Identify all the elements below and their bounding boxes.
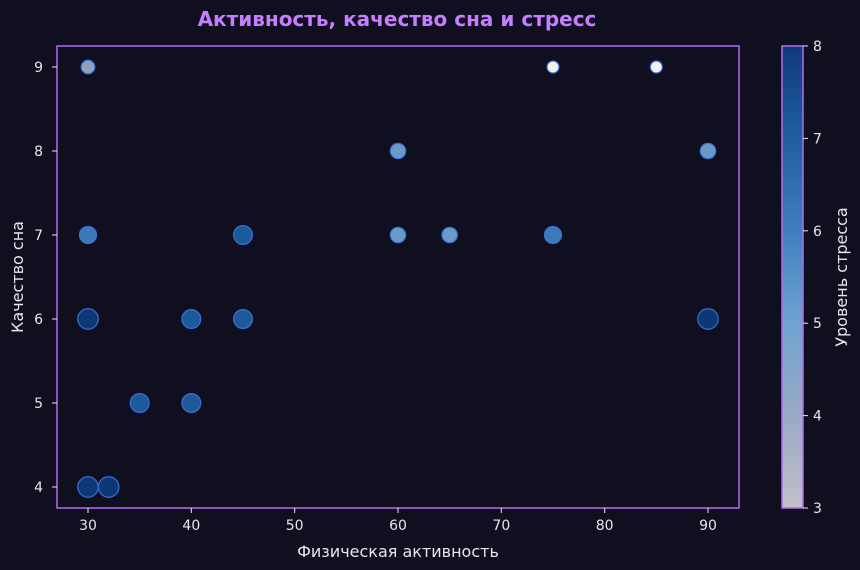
colorbar-tick-label: 8 bbox=[813, 39, 822, 55]
x-tick-label: 70 bbox=[492, 518, 510, 534]
colorbar-tick-label: 6 bbox=[813, 224, 822, 240]
scatter-point bbox=[77, 476, 99, 498]
y-axis-label: Качество сна bbox=[8, 221, 27, 333]
colorbar-tick-label: 5 bbox=[813, 316, 822, 332]
colorbar bbox=[781, 45, 804, 509]
colorbar-tick-label: 3 bbox=[813, 501, 822, 517]
scatter-point bbox=[78, 225, 98, 245]
y-tick-label: 7 bbox=[34, 228, 43, 244]
colorbar-tick-label: 7 bbox=[813, 131, 822, 147]
x-tick-label: 30 bbox=[79, 518, 97, 534]
scatter-point bbox=[77, 308, 99, 330]
y-tick-label: 5 bbox=[34, 396, 43, 412]
plot-frame bbox=[56, 45, 740, 509]
scatter-point bbox=[441, 226, 458, 244]
y-tick-label: 4 bbox=[34, 480, 43, 496]
chart-title: Активность, качество сна и стресс bbox=[198, 7, 597, 31]
colorbar-label: Уровень стресса bbox=[832, 207, 851, 346]
scatter-point bbox=[80, 59, 96, 75]
scatter-point bbox=[389, 226, 407, 244]
y-tick-label: 6 bbox=[34, 312, 43, 328]
x-tick-label: 80 bbox=[596, 518, 614, 534]
colorbar-tick-label: 4 bbox=[813, 409, 822, 425]
scatter-point bbox=[649, 60, 663, 74]
scatter-point bbox=[129, 393, 150, 414]
x-tick-label: 50 bbox=[286, 518, 304, 534]
scatter-point bbox=[181, 393, 202, 414]
x-tick-label: 90 bbox=[699, 518, 717, 534]
scatter-point bbox=[546, 60, 560, 74]
y-tick-label: 9 bbox=[34, 60, 43, 76]
x-tick-label: 60 bbox=[389, 518, 407, 534]
y-tick-label: 8 bbox=[34, 144, 43, 160]
scatter-point bbox=[97, 476, 120, 498]
scatter-point bbox=[543, 225, 563, 245]
scatter-point bbox=[699, 142, 717, 160]
scatter-point bbox=[389, 142, 407, 160]
scatter-point bbox=[233, 309, 254, 330]
x-tick-label: 40 bbox=[182, 518, 200, 534]
scatter-point bbox=[233, 225, 254, 246]
scatter-point bbox=[181, 309, 202, 330]
x-axis-label: Физическая активность bbox=[297, 542, 499, 561]
scatter-point bbox=[697, 308, 719, 330]
